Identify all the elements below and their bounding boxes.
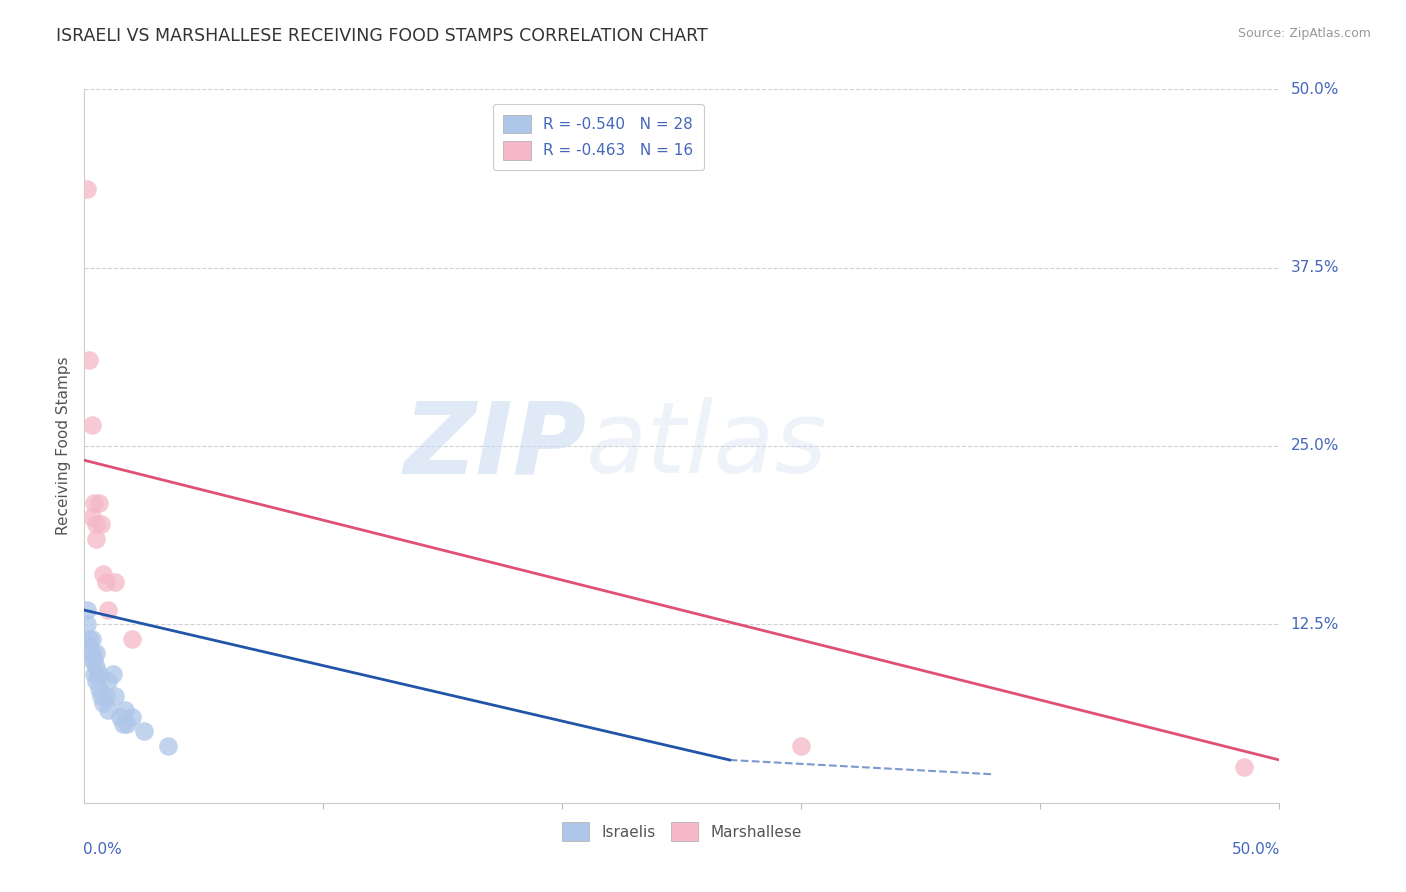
Point	[132, 724, 156, 739]
Point	[77, 639, 100, 653]
Point	[97, 703, 120, 717]
Text: atlas: atlas	[586, 398, 828, 494]
Point	[117, 717, 139, 731]
Point	[114, 703, 136, 717]
Point	[83, 667, 105, 681]
Point	[87, 667, 110, 681]
Point	[86, 646, 108, 660]
Text: 50.0%: 50.0%	[1291, 82, 1339, 96]
Point	[110, 710, 132, 724]
Point	[80, 417, 103, 432]
Text: 25.0%: 25.0%	[1291, 439, 1339, 453]
Point	[121, 632, 143, 646]
Point	[121, 710, 143, 724]
Point	[94, 689, 117, 703]
Point	[87, 681, 110, 696]
Point	[77, 353, 100, 368]
Text: 37.5%: 37.5%	[1291, 260, 1339, 275]
Legend: Israelis, Marshallese: Israelis, Marshallese	[554, 814, 810, 848]
Point	[86, 674, 108, 689]
Point	[77, 632, 100, 646]
Point	[76, 617, 98, 632]
Point	[93, 567, 115, 582]
Point	[104, 689, 127, 703]
Point	[104, 574, 127, 589]
Point	[80, 653, 103, 667]
Point	[80, 646, 103, 660]
Point	[76, 182, 98, 196]
Point	[93, 696, 115, 710]
Point	[97, 603, 120, 617]
Point	[111, 717, 134, 731]
Point	[157, 739, 180, 753]
Point	[790, 739, 813, 753]
Point	[87, 496, 110, 510]
Point	[83, 496, 105, 510]
Point	[86, 660, 108, 674]
Point	[86, 517, 108, 532]
Point	[101, 667, 124, 681]
Point	[83, 653, 105, 667]
Point	[76, 603, 98, 617]
Text: 0.0%: 0.0%	[83, 842, 122, 857]
Text: 12.5%: 12.5%	[1291, 617, 1339, 632]
Point	[90, 689, 112, 703]
Point	[97, 674, 120, 689]
Text: Source: ZipAtlas.com: Source: ZipAtlas.com	[1237, 27, 1371, 40]
Text: 50.0%: 50.0%	[1232, 842, 1281, 857]
Point	[86, 532, 108, 546]
Point	[90, 517, 112, 532]
Text: ISRAELI VS MARSHALLESE RECEIVING FOOD STAMPS CORRELATION CHART: ISRAELI VS MARSHALLESE RECEIVING FOOD ST…	[56, 27, 709, 45]
Point	[80, 510, 103, 524]
Point	[80, 632, 103, 646]
Y-axis label: Receiving Food Stamps: Receiving Food Stamps	[56, 357, 72, 535]
Point	[1233, 760, 1256, 774]
Point	[94, 574, 117, 589]
Text: ZIP: ZIP	[404, 398, 586, 494]
